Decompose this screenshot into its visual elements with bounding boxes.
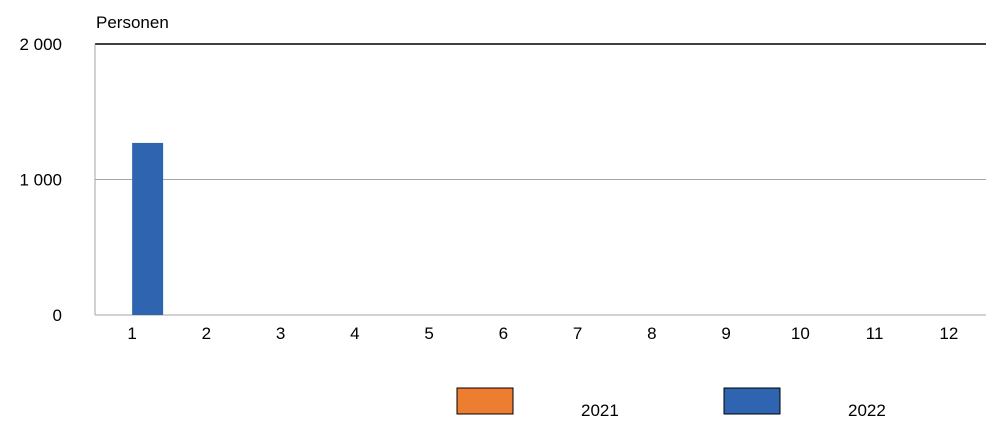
x-tick-label: 7 (573, 324, 582, 343)
x-tick-label: 2 (202, 324, 211, 343)
y-tick-label: 1 000 (19, 171, 62, 190)
legend: 2021 2022 (456, 387, 886, 420)
y-axis-label: Personen (96, 13, 169, 32)
legend-swatch-2021 (456, 387, 514, 415)
x-tick-label: 11 (866, 324, 884, 343)
legend-label-2022: 2022 (848, 401, 886, 420)
legend-label-2021: 2021 (581, 401, 619, 420)
x-tick-label: 5 (424, 324, 433, 343)
x-tick-label: 10 (791, 324, 810, 343)
x-tick-labels: 1 2 3 4 5 6 7 8 9 10 11 12 (127, 324, 958, 343)
x-tick-label: 4 (350, 324, 359, 343)
x-tick-label: 6 (499, 324, 508, 343)
bars (132, 142, 164, 315)
x-tick-label: 12 (939, 324, 958, 343)
x-tick-label: 9 (721, 324, 730, 343)
gridlines (95, 43, 986, 180)
y-tick-labels: 0 1 000 2 000 (19, 35, 62, 325)
y-tick-label: 2 000 (19, 35, 62, 54)
x-tick-label: 3 (276, 324, 285, 343)
axes (94, 44, 986, 316)
bar-2022-1 (132, 142, 164, 315)
y-tick-label: 0 (53, 306, 62, 325)
x-tick-label: 1 (127, 324, 136, 343)
x-tick-label: 8 (647, 324, 656, 343)
legend-swatch-2022 (723, 387, 781, 415)
